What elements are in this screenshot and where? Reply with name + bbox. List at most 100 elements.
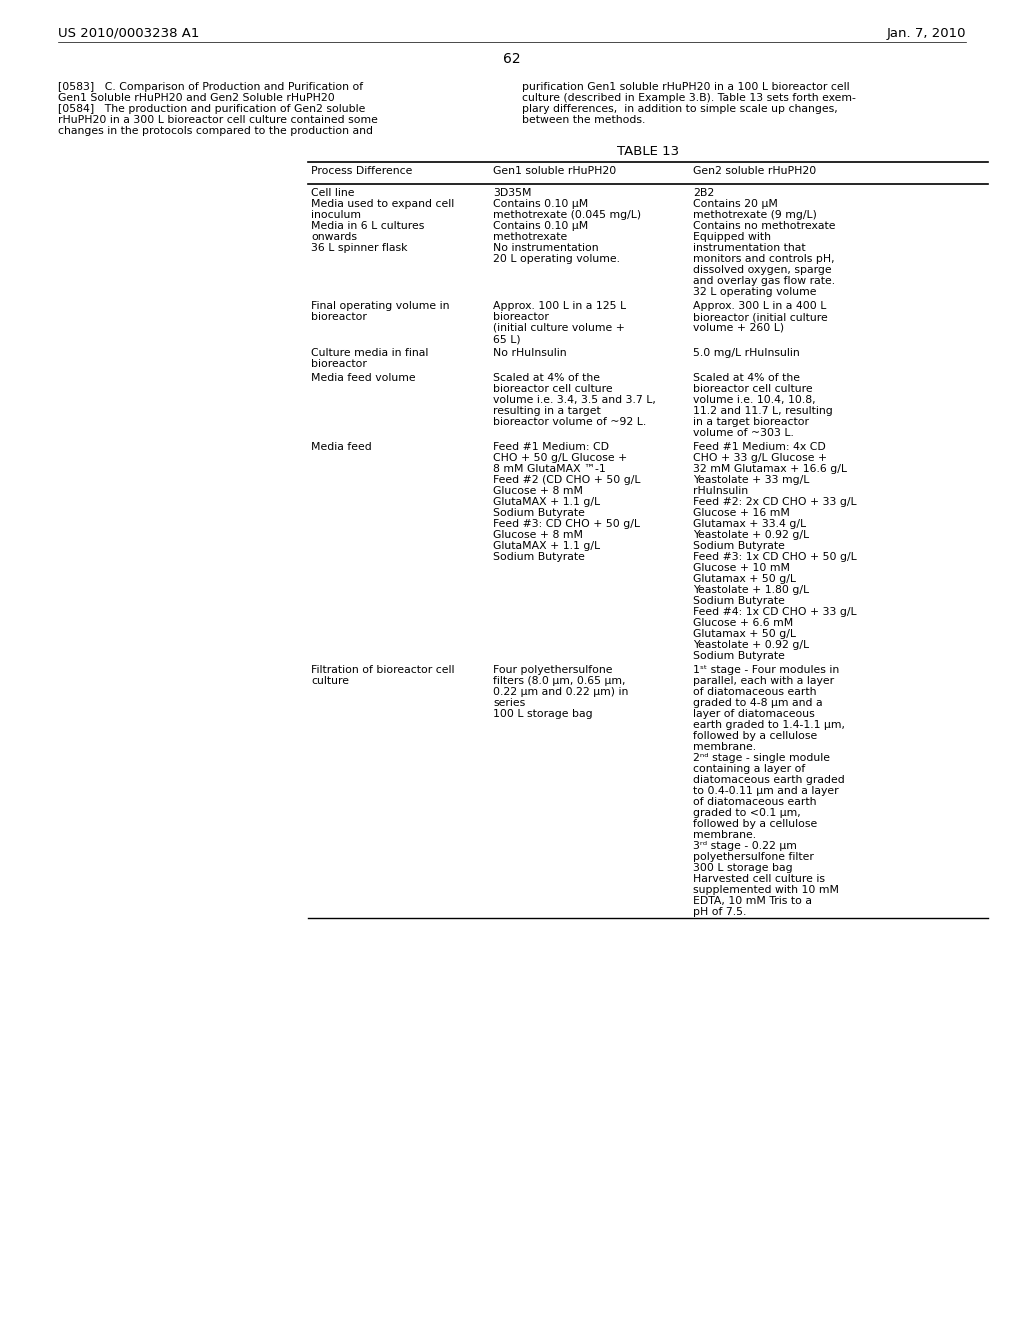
Text: filters (8.0 μm, 0.65 μm,: filters (8.0 μm, 0.65 μm, (493, 676, 626, 686)
Text: instrumentation that: instrumentation that (693, 243, 806, 253)
Text: Yeastolate + 0.92 g/L: Yeastolate + 0.92 g/L (693, 640, 809, 649)
Text: CHO + 50 g/L Glucose +: CHO + 50 g/L Glucose + (493, 453, 628, 463)
Text: layer of diatomaceous: layer of diatomaceous (693, 709, 815, 719)
Text: Cell line: Cell line (311, 187, 354, 198)
Text: Sodium Butyrate: Sodium Butyrate (493, 552, 585, 562)
Text: onwards: onwards (311, 232, 357, 242)
Text: TABLE 13: TABLE 13 (616, 145, 679, 158)
Text: 20 L operating volume.: 20 L operating volume. (493, 253, 620, 264)
Text: Feed #2 (CD CHO + 50 g/L: Feed #2 (CD CHO + 50 g/L (493, 475, 640, 484)
Text: 300 L storage bag: 300 L storage bag (693, 863, 793, 873)
Text: Glucose + 8 mM: Glucose + 8 mM (493, 531, 583, 540)
Text: polyethersulfone filter: polyethersulfone filter (693, 851, 814, 862)
Text: volume i.e. 10.4, 10.8,: volume i.e. 10.4, 10.8, (693, 395, 816, 405)
Text: Glucose + 10 mM: Glucose + 10 mM (693, 564, 790, 573)
Text: Yeastolate + 1.80 g/L: Yeastolate + 1.80 g/L (693, 585, 809, 595)
Text: [0583]   C. Comparison of Production and Purification of: [0583] C. Comparison of Production and P… (58, 82, 364, 92)
Text: methotrexate: methotrexate (493, 232, 567, 242)
Text: 3D35M: 3D35M (493, 187, 531, 198)
Text: [0584]   The production and purification of Gen2 soluble: [0584] The production and purification o… (58, 104, 366, 114)
Text: 62: 62 (503, 51, 521, 66)
Text: Feed #2: 2x CD CHO + 33 g/L: Feed #2: 2x CD CHO + 33 g/L (693, 498, 857, 507)
Text: 5.0 mg/L rHuInsulin: 5.0 mg/L rHuInsulin (693, 348, 800, 358)
Text: series: series (493, 698, 525, 708)
Text: 0.22 μm and 0.22 μm) in: 0.22 μm and 0.22 μm) in (493, 686, 629, 697)
Text: Yeastolate + 0.92 g/L: Yeastolate + 0.92 g/L (693, 531, 809, 540)
Text: Sodium Butyrate: Sodium Butyrate (693, 541, 784, 550)
Text: No rHuInsulin: No rHuInsulin (493, 348, 566, 358)
Text: Jan. 7, 2010: Jan. 7, 2010 (887, 26, 966, 40)
Text: bioreactor (initial culture: bioreactor (initial culture (693, 312, 827, 322)
Text: supplemented with 10 mM: supplemented with 10 mM (693, 884, 839, 895)
Text: changes in the protocols compared to the production and: changes in the protocols compared to the… (58, 125, 373, 136)
Text: between the methods.: between the methods. (522, 115, 645, 125)
Text: 1ˢᵗ stage - Four modules in: 1ˢᵗ stage - Four modules in (693, 665, 840, 675)
Text: methotrexate (0.045 mg/L): methotrexate (0.045 mg/L) (493, 210, 641, 220)
Text: bioreactor cell culture: bioreactor cell culture (693, 384, 813, 393)
Text: Filtration of bioreactor cell: Filtration of bioreactor cell (311, 665, 455, 675)
Text: Glutamax + 50 g/L: Glutamax + 50 g/L (693, 574, 796, 583)
Text: Feed #3: CD CHO + 50 g/L: Feed #3: CD CHO + 50 g/L (493, 519, 640, 529)
Text: Glucose + 8 mM: Glucose + 8 mM (493, 486, 583, 496)
Text: US 2010/0003238 A1: US 2010/0003238 A1 (58, 26, 200, 40)
Text: Media feed volume: Media feed volume (311, 374, 416, 383)
Text: Approx. 300 L in a 400 L: Approx. 300 L in a 400 L (693, 301, 826, 312)
Text: membrane.: membrane. (693, 742, 756, 752)
Text: dissolved oxygen, sparge: dissolved oxygen, sparge (693, 265, 831, 275)
Text: Feed #1 Medium: 4x CD: Feed #1 Medium: 4x CD (693, 442, 825, 451)
Text: Glucose + 16 mM: Glucose + 16 mM (693, 508, 790, 517)
Text: CHO + 33 g/L Glucose +: CHO + 33 g/L Glucose + (693, 453, 827, 463)
Text: Gen1 Soluble rHuPH20 and Gen2 Soluble rHuPH20: Gen1 Soluble rHuPH20 and Gen2 Soluble rH… (58, 92, 335, 103)
Text: Sodium Butyrate: Sodium Butyrate (493, 508, 585, 517)
Text: Sodium Butyrate: Sodium Butyrate (693, 651, 784, 661)
Text: No instrumentation: No instrumentation (493, 243, 599, 253)
Text: 3ʳᵈ stage - 0.22 μm: 3ʳᵈ stage - 0.22 μm (693, 841, 797, 851)
Text: (initial culture volume +: (initial culture volume + (493, 323, 625, 333)
Text: Culture media in final: Culture media in final (311, 348, 428, 358)
Text: of diatomaceous earth: of diatomaceous earth (693, 686, 816, 697)
Text: Scaled at 4% of the: Scaled at 4% of the (493, 374, 600, 383)
Text: 65 L): 65 L) (493, 334, 520, 345)
Text: volume of ~303 L.: volume of ~303 L. (693, 428, 794, 438)
Text: to 0.4-0.11 μm and a layer: to 0.4-0.11 μm and a layer (693, 785, 839, 796)
Text: Glutamax + 50 g/L: Glutamax + 50 g/L (693, 630, 796, 639)
Text: diatomaceous earth graded: diatomaceous earth graded (693, 775, 845, 785)
Text: graded to 4-8 μm and a: graded to 4-8 μm and a (693, 698, 822, 708)
Text: Feed #3: 1x CD CHO + 50 g/L: Feed #3: 1x CD CHO + 50 g/L (693, 552, 857, 562)
Text: of diatomaceous earth: of diatomaceous earth (693, 797, 816, 807)
Text: 32 mM Glutamax + 16.6 g/L: 32 mM Glutamax + 16.6 g/L (693, 465, 847, 474)
Text: 100 L storage bag: 100 L storage bag (493, 709, 593, 719)
Text: Approx. 100 L in a 125 L: Approx. 100 L in a 125 L (493, 301, 626, 312)
Text: 36 L spinner flask: 36 L spinner flask (311, 243, 408, 253)
Text: methotrexate (9 mg/L): methotrexate (9 mg/L) (693, 210, 817, 220)
Text: Four polyethersulfone: Four polyethersulfone (493, 665, 612, 675)
Text: membrane.: membrane. (693, 830, 756, 840)
Text: purification Gen1 soluble rHuPH20 in a 100 L bioreactor cell: purification Gen1 soluble rHuPH20 in a 1… (522, 82, 850, 92)
Text: Contains no methotrexate: Contains no methotrexate (693, 220, 836, 231)
Text: EDTA, 10 mM Tris to a: EDTA, 10 mM Tris to a (693, 896, 812, 906)
Text: and overlay gas flow rate.: and overlay gas flow rate. (693, 276, 836, 286)
Text: inoculum: inoculum (311, 210, 361, 220)
Text: rHuInsulin: rHuInsulin (693, 486, 749, 496)
Text: 8 mM GlutaMAX ™-1: 8 mM GlutaMAX ™-1 (493, 465, 606, 474)
Text: volume i.e. 3.4, 3.5 and 3.7 L,: volume i.e. 3.4, 3.5 and 3.7 L, (493, 395, 656, 405)
Text: volume + 260 L): volume + 260 L) (693, 323, 784, 333)
Text: culture (described in Example 3.B). Table 13 sets forth exem-: culture (described in Example 3.B). Tabl… (522, 92, 856, 103)
Text: Gen1 soluble rHuPH20: Gen1 soluble rHuPH20 (493, 166, 616, 176)
Text: in a target bioreactor: in a target bioreactor (693, 417, 809, 426)
Text: earth graded to 1.4-1.1 μm,: earth graded to 1.4-1.1 μm, (693, 719, 845, 730)
Text: Contains 0.10 μM: Contains 0.10 μM (493, 199, 588, 209)
Text: GlutaMAX + 1.1 g/L: GlutaMAX + 1.1 g/L (493, 498, 600, 507)
Text: Sodium Butyrate: Sodium Butyrate (693, 597, 784, 606)
Text: Glutamax + 33.4 g/L: Glutamax + 33.4 g/L (693, 519, 806, 529)
Text: GlutaMAX + 1.1 g/L: GlutaMAX + 1.1 g/L (493, 541, 600, 550)
Text: Media used to expand cell: Media used to expand cell (311, 199, 455, 209)
Text: Harvested cell culture is: Harvested cell culture is (693, 874, 825, 884)
Text: Equipped with: Equipped with (693, 232, 771, 242)
Text: Scaled at 4% of the: Scaled at 4% of the (693, 374, 800, 383)
Text: culture: culture (311, 676, 349, 686)
Text: monitors and controls pH,: monitors and controls pH, (693, 253, 835, 264)
Text: 2ⁿᵈ stage - single module: 2ⁿᵈ stage - single module (693, 752, 830, 763)
Text: containing a layer of: containing a layer of (693, 764, 805, 774)
Text: rHuPH20 in a 300 L bioreactor cell culture contained some: rHuPH20 in a 300 L bioreactor cell cultu… (58, 115, 378, 125)
